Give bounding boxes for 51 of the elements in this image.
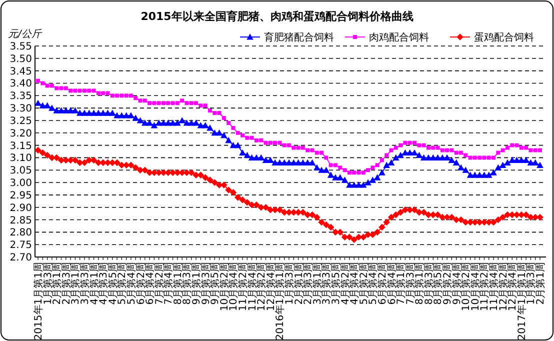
x-tick-label: 6月第2周 bbox=[376, 262, 388, 305]
x-tick-label: 10月第4周 bbox=[469, 262, 482, 312]
y-tick-label: 2.75 bbox=[10, 240, 32, 252]
y-tick-label: 3.15 bbox=[10, 140, 32, 152]
y-tick-label: 3.55 bbox=[10, 42, 32, 52]
y-tick-label: 3.30 bbox=[10, 104, 32, 115]
x-tick-label: 3月第1周 bbox=[311, 262, 324, 305]
chart-title: 2015年以来全国育肥猪、肉鸡和蛋鸡配合饲料价格曲线 bbox=[140, 10, 414, 23]
y-tick-label: 3.20 bbox=[10, 128, 32, 140]
x-tick-label: 3月第5周 bbox=[330, 262, 342, 305]
y-tick-label: 3.45 bbox=[10, 66, 32, 78]
legend-label: 蛋鸡配合饲料 bbox=[474, 32, 534, 44]
x-tick-label: 2月第1周 bbox=[292, 262, 305, 305]
y-tick-label: 3.35 bbox=[10, 91, 32, 102]
x-tick-label: 1月第3周 bbox=[42, 262, 54, 305]
x-tick-label: 12月第2周 bbox=[497, 262, 510, 312]
y-tick-label: 3.25 bbox=[10, 116, 32, 127]
y-tick-label: 2.80 bbox=[10, 228, 32, 239]
x-tick-label: 5月第2周 bbox=[358, 262, 370, 305]
x-tick-label: 7月第3周 bbox=[404, 262, 416, 305]
y-tick-label: 3.05 bbox=[10, 166, 32, 177]
y-tick-label: 2.85 bbox=[10, 215, 32, 226]
x-tick-label: 2017年1月第1周 bbox=[516, 262, 528, 340]
x-tick-label: 3月第3周 bbox=[78, 262, 91, 305]
x-tick-label: 5月第4周 bbox=[125, 262, 138, 305]
x-tick-label: 2月第3周 bbox=[60, 262, 72, 305]
y-tick-label: 3.40 bbox=[10, 78, 32, 90]
x-tick-label: 1月第3周 bbox=[284, 262, 296, 305]
x-tick-label: 2月第1周 bbox=[534, 262, 546, 305]
x-tick-label: 7月第2周 bbox=[153, 262, 166, 305]
legend-label: 育肥猪配合饲料 bbox=[264, 32, 334, 44]
y-tick-label: 2.95 bbox=[10, 190, 32, 202]
y-tick-label: 3.00 bbox=[10, 178, 32, 190]
x-tick-label: 4月第5周 bbox=[106, 262, 119, 305]
legend-label: 肉鸡配合饲料 bbox=[369, 32, 429, 44]
x-tick-label: 11月第4周 bbox=[246, 262, 258, 312]
x-tick-label: 8月第1周 bbox=[172, 262, 184, 305]
x-tick-label: 9月第3周 bbox=[200, 262, 212, 305]
x-tick-label: 2015年1月第1周 bbox=[32, 262, 44, 340]
y-tick-label: 2.90 bbox=[10, 202, 32, 214]
y-tick-label: 3.50 bbox=[10, 54, 32, 65]
x-tick-label: 4月第2周 bbox=[339, 262, 352, 305]
x-tick-label: 9月第4周 bbox=[450, 262, 463, 305]
x-tick-label: 10月第2周 bbox=[218, 262, 230, 312]
y-tick-label: 3.10 bbox=[10, 153, 32, 164]
y-axis-title: 元/公斤 bbox=[8, 28, 42, 40]
x-tick-label: 6月第4周 bbox=[386, 262, 398, 305]
x-tick-label: 8月第3周 bbox=[422, 262, 435, 305]
x-tick-label: 4月第1周 bbox=[88, 262, 100, 305]
y-tick-label: 2.70 bbox=[10, 252, 32, 264]
x-tick-label: 6月第2周 bbox=[134, 262, 147, 305]
